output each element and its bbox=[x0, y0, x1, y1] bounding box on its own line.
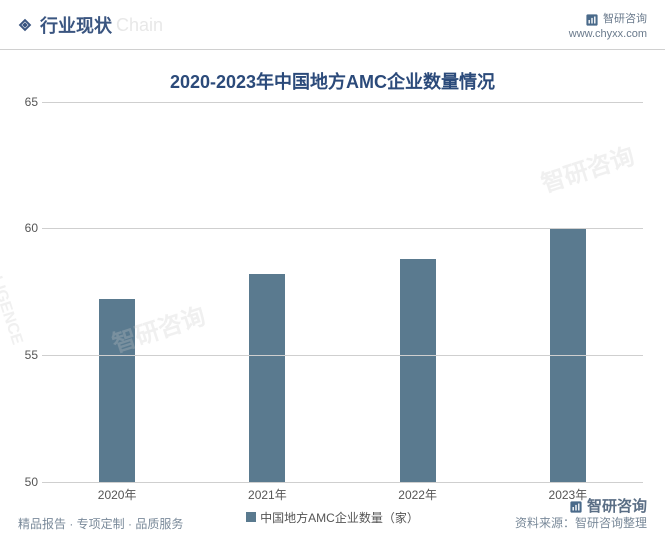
footer-brand-name: 智研咨询 bbox=[587, 497, 647, 517]
brand-logo-icon bbox=[585, 13, 599, 27]
footer: 精品报告 · 专项定制 · 品质服务 智研咨询 资料来源：智研咨询整理 bbox=[18, 497, 647, 532]
watermark: INTELLIGENCE bbox=[0, 230, 26, 347]
y-tick-label: 55 bbox=[18, 348, 38, 362]
header-right: 智研咨询 www.chyxx.com bbox=[569, 12, 647, 43]
bar-column bbox=[343, 259, 493, 482]
y-tick-label: 50 bbox=[18, 475, 38, 489]
bar-column bbox=[192, 274, 342, 482]
header-left: 行业现状 Chain bbox=[18, 12, 163, 38]
bar-column bbox=[42, 299, 192, 481]
brand-name: 智研咨询 bbox=[603, 12, 647, 27]
grid-line bbox=[42, 355, 643, 356]
y-tick-label: 65 bbox=[18, 95, 38, 109]
grid-line bbox=[42, 228, 643, 229]
bar bbox=[99, 299, 135, 481]
brand-url: www.chyxx.com bbox=[569, 27, 647, 42]
section-title: 行业现状 bbox=[40, 12, 112, 38]
y-tick-label: 60 bbox=[18, 221, 38, 235]
footer-right: 智研咨询 资料来源：智研咨询整理 bbox=[515, 497, 647, 532]
brand-row: 智研咨询 bbox=[569, 12, 647, 27]
bar bbox=[249, 274, 285, 482]
plot-region: 50556065 bbox=[42, 102, 643, 482]
brand-logo-icon bbox=[569, 500, 583, 514]
watermark-chain-text: Chain bbox=[116, 15, 163, 36]
grid-line bbox=[42, 482, 643, 483]
footer-left: 精品报告 · 专项定制 · 品质服务 bbox=[18, 515, 183, 532]
chart-area: 2020-2023年中国地方AMC企业数量情况 50556065 2020年20… bbox=[0, 50, 665, 526]
header: 行业现状 Chain 智研咨询 www.chyxx.com bbox=[0, 0, 665, 50]
footer-brand: 智研咨询 bbox=[515, 497, 647, 517]
bar bbox=[400, 259, 436, 482]
chart-title: 2020-2023年中国地方AMC企业数量情况 bbox=[18, 68, 647, 94]
diamond-icon bbox=[18, 18, 32, 32]
footer-source: 资料来源：智研咨询整理 bbox=[515, 516, 647, 532]
grid-line bbox=[42, 102, 643, 103]
